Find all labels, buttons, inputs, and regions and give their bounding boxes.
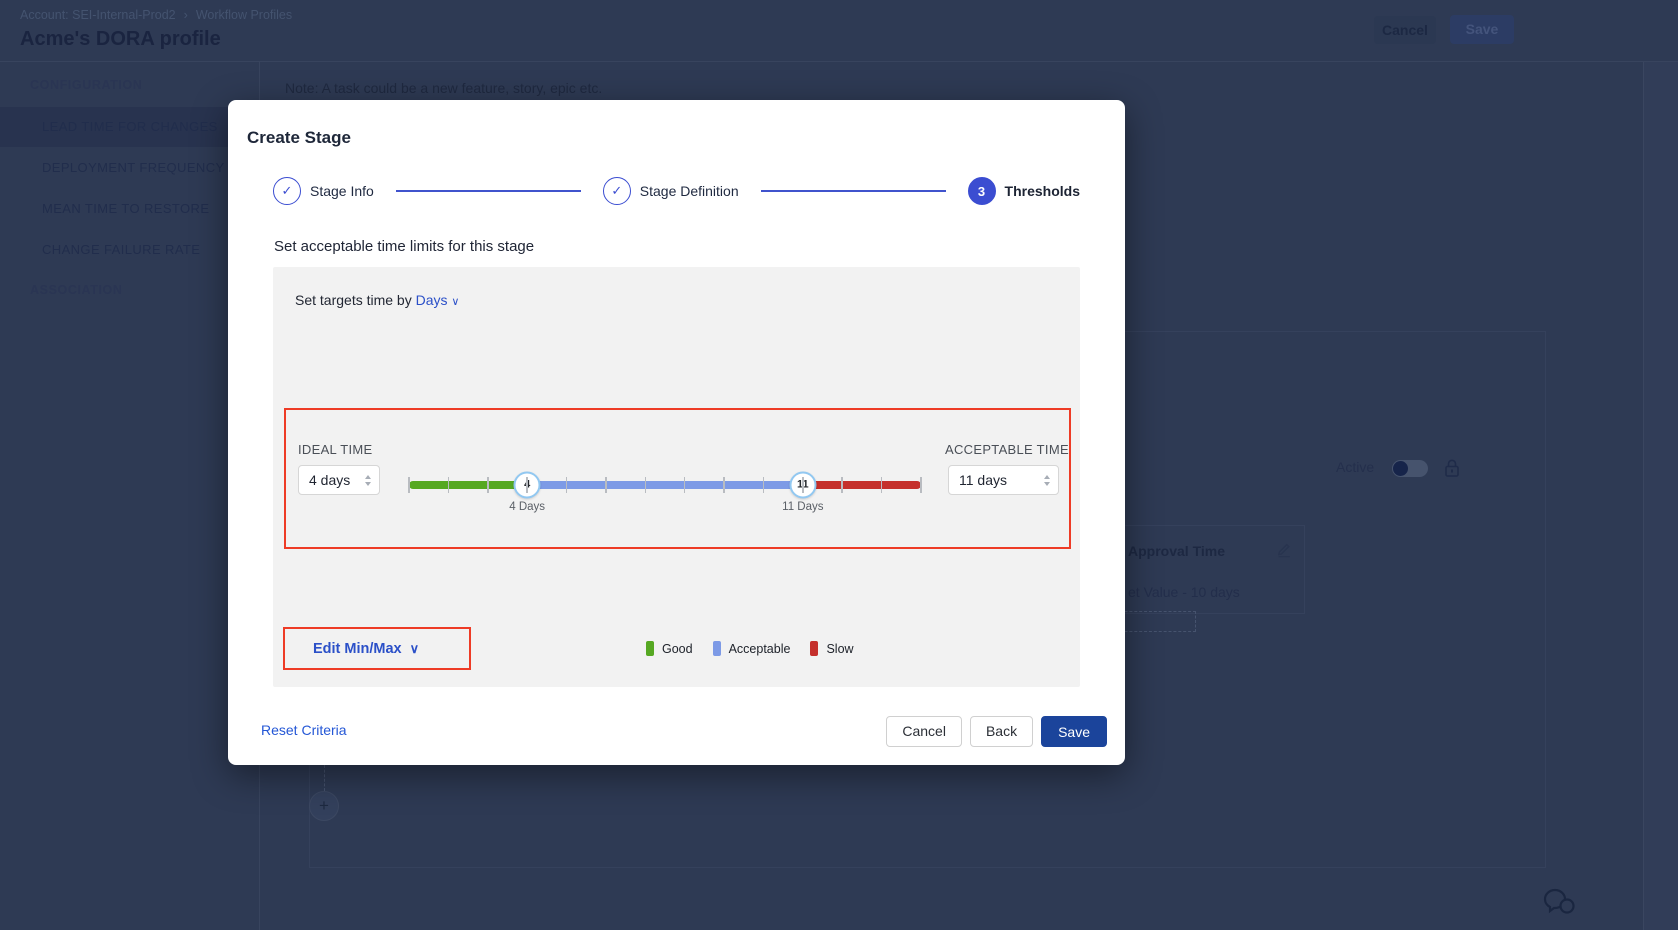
ideal-time-stepper[interactable] — [361, 474, 379, 486]
legend-item-acceptable: Acceptable — [712, 641, 791, 656]
slider-segment-good — [409, 481, 528, 489]
set-targets-row: Set targets time by Days ∨ — [295, 292, 459, 308]
slider-tick — [841, 477, 843, 493]
step1-label[interactable]: Stage Info — [310, 183, 374, 199]
acceptable-label: Acceptable — [728, 641, 791, 656]
slider-segment-acceptable — [527, 481, 803, 489]
ideal-time-value: 4 days — [309, 472, 351, 488]
sidebar-section-association[interactable]: ASSOCIATION — [30, 283, 123, 297]
breadcrumb: Account: SEI-Internal-Prod2 › Workflow P… — [20, 8, 292, 22]
acceptable-time-stepper[interactable] — [1040, 474, 1058, 486]
sidebar-item-mean-time-to-restore[interactable]: MEAN TIME TO RESTORE — [42, 201, 210, 216]
set-targets-label: Set targets time by — [295, 292, 412, 308]
slider-tick — [408, 477, 410, 493]
slider-tick — [683, 477, 686, 493]
slider-tick — [723, 477, 725, 493]
connector-dashed-line — [324, 765, 325, 791]
chevron-down-icon: ∨ — [409, 640, 420, 656]
chat-widget-icon[interactable] — [1541, 882, 1579, 923]
acceptable-time-input[interactable]: 11 days — [948, 465, 1059, 495]
approval-target-value: et Value - 10 days — [1128, 584, 1240, 600]
edit-minmax-button[interactable]: Edit Min/Max ∨ — [283, 627, 471, 670]
save-button[interactable]: Save — [1041, 716, 1107, 747]
approval-time-card — [1096, 525, 1305, 614]
page-cancel-button[interactable]: Cancel — [1374, 16, 1436, 44]
good-label: Good — [662, 641, 693, 656]
stepper-up-icon[interactable] — [365, 474, 371, 479]
sidebar-item-change-failure-rate[interactable]: CHANGE FAILURE RATE — [42, 242, 201, 257]
sidebar-section-configuration: CONFIGURATION — [30, 78, 143, 92]
sidebar-item-deployment-frequency[interactable]: DEPLOYMENT FREQUENCY — [42, 160, 225, 175]
targets-unit-dropdown[interactable]: Days — [415, 292, 448, 308]
slider-tick — [880, 477, 883, 493]
edit-minmax-label: Edit Min/Max — [313, 640, 402, 657]
slow-label: Slow — [826, 641, 854, 656]
slider-tick — [526, 477, 528, 493]
good-swatch — [646, 641, 654, 656]
right-rail — [1643, 62, 1678, 930]
acceptable-time-value: 11 days — [959, 472, 1007, 488]
threshold-panel: Set targets time by Days ∨ IDEAL TIME 4 … — [273, 267, 1080, 687]
acceptable-time-label: ACCEPTABLE TIME — [945, 442, 1069, 457]
section-heading: Set acceptable time limits for this stag… — [274, 238, 535, 255]
step2-check-icon[interactable]: ✓ — [602, 177, 631, 205]
legend-item-good: Good — [646, 641, 693, 656]
active-toggle[interactable] — [1392, 460, 1428, 477]
slider-upper-label: 11 Days — [782, 501, 824, 513]
slow-swatch — [810, 641, 819, 656]
stepper: ✓ Stage Info ✓ Stage Definition 3 Thresh… — [273, 177, 1080, 205]
step3-label: Thresholds — [1004, 183, 1081, 199]
slider-tick — [802, 477, 804, 493]
sidebar: CONFIGURATION LEAD TIME FOR CHANGES DEPL… — [0, 62, 260, 930]
back-button[interactable]: Back — [969, 716, 1034, 747]
lock-icon[interactable] — [1443, 458, 1461, 483]
task-note: Note: A task could be a new feature, sto… — [285, 80, 603, 96]
ideal-time-label: IDEAL TIME — [298, 442, 373, 457]
ideal-time-input[interactable]: 4 days — [298, 465, 380, 495]
step-connector-line — [395, 190, 581, 192]
stepper-down-icon[interactable] — [365, 481, 371, 486]
active-toggle-label: Active — [1336, 459, 1375, 475]
page-header: Account: SEI-Internal-Prod2 › Workflow P… — [0, 0, 1678, 62]
threshold-slider-track[interactable]: 4 11 — [408, 471, 922, 499]
step-connector-line — [760, 190, 946, 192]
threshold-slider: 4 11 4 Days 11 Days — [408, 465, 922, 521]
threshold-highlight-box: IDEAL TIME 4 days 4 11 4 Days 11 Days — [284, 408, 1071, 549]
slider-tick — [447, 477, 450, 493]
reset-criteria-link[interactable]: Reset Criteria — [261, 722, 347, 738]
breadcrumb-account-link[interactable]: Account: SEI-Internal-Prod2 — [20, 8, 176, 22]
modal-footer-buttons: Cancel Back Save — [886, 716, 1107, 747]
stepper-up-icon[interactable] — [1044, 474, 1050, 479]
modal-title: Create Stage — [247, 128, 351, 147]
create-stage-modal: Create Stage ✓ Stage Info ✓ Stage Defini… — [228, 100, 1125, 765]
cancel-button[interactable]: Cancel — [886, 716, 962, 747]
stepper-down-icon[interactable] — [1044, 481, 1050, 486]
page-save-button[interactable]: Save — [1450, 15, 1514, 44]
breadcrumb-section-link[interactable]: Workflow Profiles — [195, 8, 293, 22]
breadcrumb-separator-icon: › — [183, 8, 188, 22]
acceptable-swatch — [712, 641, 721, 656]
threshold-legend: Good Acceptable Slow — [646, 641, 854, 656]
slider-tick — [762, 477, 765, 493]
step3-number-badge[interactable]: 3 — [967, 177, 996, 205]
step1-check-icon[interactable]: ✓ — [273, 177, 301, 205]
approval-time-title: Approval Time — [1128, 543, 1225, 559]
add-stage-button[interactable]: + — [309, 791, 339, 821]
edit-pencil-icon[interactable] — [1276, 542, 1292, 563]
slider-lower-label: 4 Days — [509, 501, 546, 513]
legend-item-slow: Slow — [810, 641, 854, 656]
slider-tick — [565, 477, 568, 493]
slider-segment-slow — [802, 481, 921, 489]
chevron-down-icon: ∨ — [451, 296, 460, 308]
slider-tick — [605, 477, 607, 493]
sidebar-item-lead-time-for-changes[interactable]: LEAD TIME FOR CHANGES — [0, 107, 260, 147]
slider-tick — [644, 477, 647, 493]
toggle-knob — [1393, 461, 1408, 476]
slider-tick — [487, 477, 489, 493]
step2-label[interactable]: Stage Definition — [639, 183, 739, 199]
slider-tick — [920, 477, 922, 493]
page-title: Acme's DORA profile — [20, 28, 221, 50]
